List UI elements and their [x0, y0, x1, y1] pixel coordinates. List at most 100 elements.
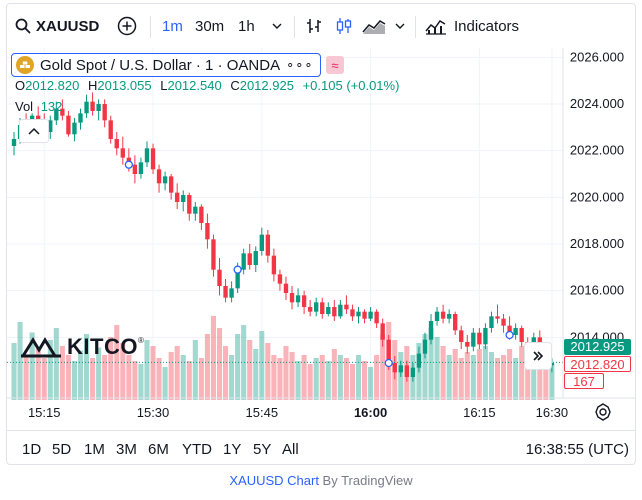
- compare-icon[interactable]: ≈: [326, 56, 344, 74]
- candle-body: [144, 148, 150, 163]
- volume-bar: [368, 367, 374, 400]
- candle-body: [84, 101, 89, 114]
- volume-bar: [114, 325, 120, 400]
- candle-body: [259, 234, 264, 251]
- volume-bar: [428, 328, 434, 400]
- candle-body: [205, 223, 210, 240]
- volume-bar: [464, 352, 470, 400]
- candle-body: [434, 311, 440, 321]
- close-label: C: [230, 78, 240, 93]
- event-marker: [505, 330, 514, 340]
- utc-clock[interactable]: 16:38:55 (UTC): [525, 440, 629, 458]
- bar-chart-type-button[interactable]: [303, 4, 325, 48]
- volume-bar: [271, 355, 277, 400]
- date-range-bar: 1D 5D 1M 3M 6M YTD 1Y 5Y All 16:38:55 (U…: [7, 430, 635, 464]
- candle-body: [108, 120, 113, 139]
- volume-bar: [59, 346, 65, 400]
- low-value: 2012.540: [167, 78, 222, 93]
- scroll-to-realtime-button[interactable]: [524, 342, 552, 370]
- range-1m-button[interactable]: 1M: [84, 440, 105, 458]
- volume-bar: [65, 355, 71, 400]
- area-chart-icon: [362, 20, 386, 34]
- chart-link[interactable]: XAUUSD Chart: [229, 473, 319, 488]
- volume-bar: [331, 349, 337, 400]
- collapse-legend-button[interactable]: [19, 119, 49, 143]
- compare-symbol-button[interactable]: [115, 4, 139, 48]
- indicators-button[interactable]: Indicators: [425, 4, 519, 48]
- volume-bar: [537, 352, 543, 400]
- candle-body: [48, 120, 53, 132]
- volume-bar: [198, 358, 204, 400]
- candle-body: [489, 316, 494, 328]
- volume-bar: [362, 361, 368, 400]
- candle-body: [338, 304, 343, 317]
- more-options-icon[interactable]: ∘∘∘: [286, 57, 314, 72]
- volume-legend: Vol 132: [15, 99, 62, 114]
- top-toolbar: XAUUSD 1m 30m 1h: [7, 4, 635, 48]
- candle-body: [471, 332, 476, 347]
- range-1y-button[interactable]: 1Y: [223, 440, 242, 458]
- volume-bar: [180, 355, 186, 400]
- volume-bar: [132, 361, 138, 400]
- gold-bars-icon: [16, 56, 34, 74]
- candle-body: [96, 104, 101, 111]
- chart-type-dropdown-button[interactable]: [393, 4, 407, 48]
- event-marker: [124, 160, 133, 169]
- volume-bar: [380, 334, 386, 400]
- range-6m-button[interactable]: 6M: [148, 440, 169, 458]
- candle-body: [428, 321, 434, 340]
- interval-30m-button[interactable]: 30m: [195, 17, 225, 35]
- interval-1h-button[interactable]: 1h: [238, 17, 255, 35]
- volume-bar: [229, 355, 235, 400]
- double-chevron-right-icon: [533, 351, 544, 361]
- time-tick-label: 15:15: [28, 405, 61, 420]
- chart-settings-button[interactable]: [593, 402, 613, 422]
- range-3m-button[interactable]: 3M: [116, 440, 137, 458]
- range-5d-button[interactable]: 5D: [52, 440, 72, 458]
- low-label: L: [160, 78, 168, 93]
- time-tick-label: 16:00: [354, 405, 387, 420]
- candle-body: [314, 302, 319, 312]
- open-value: 2012.820: [25, 78, 80, 93]
- interval-dropdown-button[interactable]: [270, 4, 284, 48]
- volume-bar: [476, 349, 482, 400]
- search-icon: [15, 18, 31, 34]
- volume-bar: [241, 325, 247, 400]
- previous-close-badge: 2012.820: [564, 356, 631, 372]
- event-marker: [384, 358, 393, 368]
- price-chart[interactable]: 2026.000 2024.000 2022.000 2020.000 2018.000…: [7, 48, 636, 430]
- candle-body: [247, 253, 252, 265]
- candle-body: [102, 104, 107, 121]
- volume-bar: [355, 355, 362, 400]
- indicators-label: Indicators: [454, 17, 520, 35]
- volume-bar: [458, 358, 464, 400]
- chart-widget: XAUUSD 1m 30m 1h: [6, 3, 636, 465]
- candle-body: [60, 108, 65, 116]
- volume-bar: [174, 346, 180, 400]
- range-1d-button[interactable]: 1D: [22, 440, 42, 458]
- candle-body: [156, 169, 162, 184]
- volume-bar: [120, 343, 126, 400]
- candle-body: [90, 101, 95, 111]
- toolbar-divider: [294, 16, 295, 38]
- candle-body: [235, 269, 240, 289]
- plus-circle-icon: [117, 16, 137, 36]
- volume-bar: [482, 346, 488, 400]
- symbol-search-button[interactable]: XAUUSD: [15, 4, 99, 48]
- price-tick-label: 2020.000: [570, 189, 624, 204]
- volume-bar: [192, 340, 198, 400]
- range-5y-button[interactable]: 5Y: [253, 440, 272, 458]
- kitco-wordmark: KITCO: [67, 334, 138, 359]
- candles-chart-type-button[interactable]: [333, 4, 355, 48]
- interval-1m-button[interactable]: 1m: [162, 17, 183, 35]
- symbol-legend[interactable]: Gold Spot / U.S. Dollar · 1 · OANDA ∘∘∘: [11, 53, 321, 77]
- range-all-button[interactable]: All: [282, 440, 299, 458]
- volume-bar: [253, 349, 259, 400]
- range-ytd-button[interactable]: YTD: [182, 440, 212, 458]
- area-chart-type-button[interactable]: [361, 4, 387, 48]
- gear-icon: [595, 403, 611, 421]
- volume-bar: [138, 364, 144, 400]
- volume-bar: [440, 346, 446, 400]
- volume-bar: [102, 355, 108, 400]
- price-tick-label: 2016.000: [570, 283, 624, 298]
